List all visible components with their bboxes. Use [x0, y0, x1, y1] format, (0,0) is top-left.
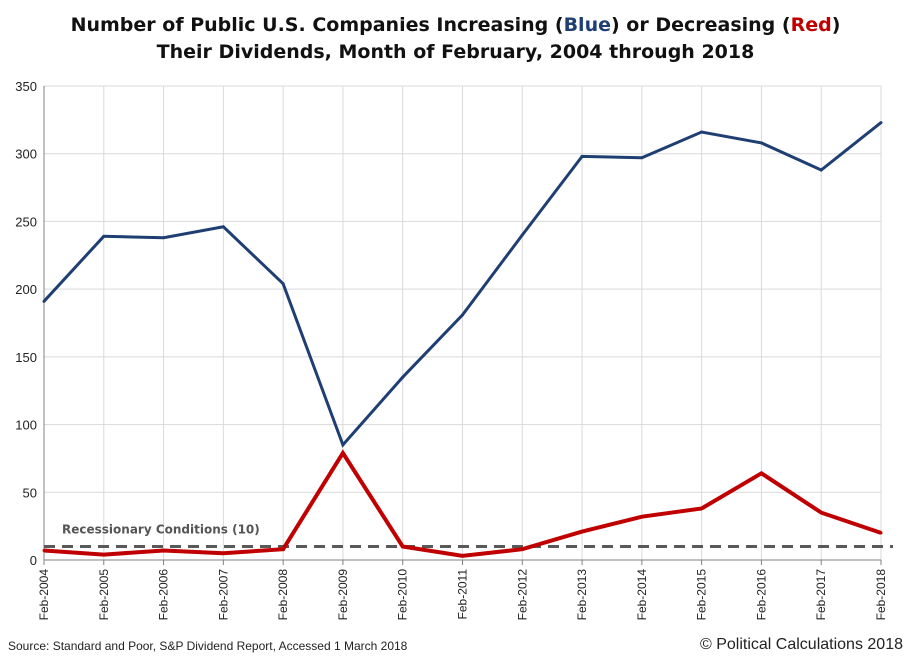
data-point-decreasing: [102, 553, 106, 557]
data-point-increasing: [819, 168, 823, 172]
data-point-decreasing: [401, 544, 405, 548]
data-point-increasing: [281, 282, 285, 286]
data-point-increasing: [879, 121, 883, 125]
title-text-c: ): [831, 14, 841, 36]
data-point-decreasing: [221, 551, 225, 555]
x-tick-label: Feb-2004: [37, 569, 51, 621]
y-tick-label: 0: [30, 553, 37, 568]
y-tick-label: 50: [23, 485, 37, 500]
x-tick-label: Feb-2006: [157, 569, 171, 621]
data-point-increasing: [102, 234, 106, 238]
grid: [43, 85, 882, 560]
source-note: Source: Standard and Poor, S&P Dividend …: [8, 639, 408, 653]
copyright-note: © Political Calculations 2018: [699, 636, 903, 653]
data-point-decreasing: [700, 507, 704, 511]
data-point-increasing: [461, 313, 464, 317]
title-red-word: Red: [790, 14, 832, 36]
data-point-increasing: [759, 141, 763, 145]
data-point-decreasing: [162, 549, 166, 553]
x-tick-label: Feb-2009: [336, 569, 350, 621]
title-text-a: Number of Public U.S. Companies Increasi…: [70, 14, 564, 36]
x-tick-label: Feb-2008: [276, 569, 290, 621]
axes: [43, 86, 882, 565]
data-point-increasing: [520, 233, 524, 237]
data-point-decreasing: [461, 554, 464, 558]
data-point-decreasing: [42, 549, 46, 553]
data-point-decreasing: [580, 530, 584, 534]
x-tick-label: Feb-2010: [396, 569, 410, 621]
y-tick-label: 250: [15, 214, 37, 229]
x-tick-label: Feb-2005: [97, 569, 111, 621]
y-tick-label: 150: [15, 350, 37, 365]
data-point-decreasing: [341, 451, 345, 455]
data-point-increasing: [221, 225, 225, 229]
x-tick-label: Feb-2011: [456, 569, 470, 620]
tick-labels: 0 50 100 150 200 250 300 350 Feb-2004 Feb-2005 Feb…: [15, 79, 888, 620]
x-tick-label: Feb-2015: [695, 569, 709, 621]
x-tick-label: Feb-2012: [515, 569, 529, 621]
x-tick-label: Feb-2014: [635, 569, 649, 621]
y-tick-label: 300: [15, 147, 37, 162]
data-point-increasing: [341, 443, 345, 447]
recession-reference-label: Recessionary Conditions (10): [62, 522, 260, 536]
data-point-increasing: [401, 375, 405, 379]
y-tick-label: 100: [15, 418, 37, 433]
x-tick-label: Feb-2016: [754, 569, 768, 621]
data-point-decreasing: [759, 471, 763, 475]
title-text-b: ) or Decreasing (: [611, 14, 791, 36]
x-tick-label: Feb-2007: [216, 569, 230, 621]
x-tick-label: Feb-2013: [575, 569, 589, 621]
y-tick-label: 350: [15, 79, 37, 94]
title-blue-word: Blue: [563, 14, 611, 36]
series-lines: [42, 121, 893, 558]
y-tick-label: 200: [15, 282, 37, 297]
x-tick-label: Feb-2017: [814, 569, 828, 621]
data-point-decreasing: [281, 547, 285, 551]
chart-title-line2: Their Dividends, Month of February, 2004…: [156, 41, 755, 63]
chart-title-line1: Number of Public U.S. Companies Increasi…: [0, 12, 911, 39]
data-point-increasing: [162, 236, 166, 240]
data-point-decreasing: [640, 515, 644, 519]
data-point-increasing: [640, 156, 644, 160]
chart-title: Number of Public U.S. Companies Increasi…: [0, 12, 911, 66]
x-tick-label: Feb-2018: [874, 569, 888, 621]
data-point-decreasing: [520, 547, 524, 551]
data-point-increasing: [580, 154, 584, 158]
data-point-decreasing: [879, 531, 883, 535]
data-point-increasing: [42, 299, 46, 303]
data-point-increasing: [700, 130, 704, 134]
data-point-decreasing: [819, 511, 823, 515]
